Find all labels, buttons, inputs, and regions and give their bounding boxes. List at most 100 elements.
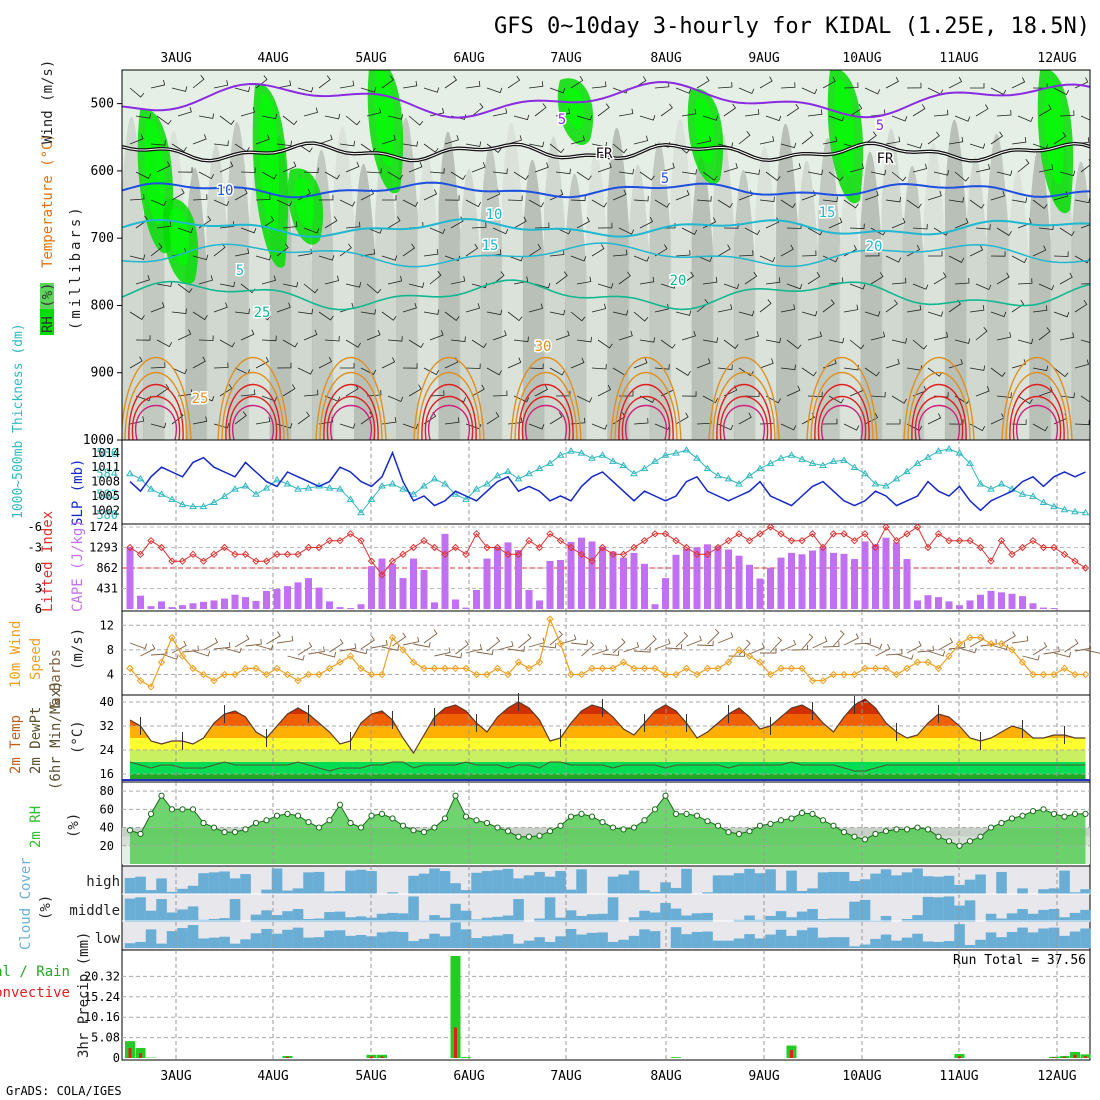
- wind-barb: [570, 357, 585, 369]
- wind-barb: [318, 311, 334, 321]
- wind10-barb: [423, 629, 438, 644]
- cloud-bar: [670, 887, 682, 894]
- cloud-bar: [492, 870, 503, 894]
- wind-barb: [150, 199, 167, 207]
- rh2m-line-point: [777, 817, 785, 824]
- wind-barb: [171, 86, 188, 92]
- rh2m-line-point: [378, 810, 386, 817]
- wind-barb: [492, 390, 508, 397]
- wind-barb: [513, 395, 530, 403]
- wind-barb: [597, 384, 612, 397]
- wind-barb: [969, 245, 984, 257]
- thickness-line-point: [556, 451, 565, 458]
- lifted-index-line-point: [210, 550, 218, 559]
- wind-barb: [408, 339, 424, 348]
- cloud-bar: [828, 918, 839, 922]
- cape-bar: [179, 605, 186, 609]
- rh2m-line-point: [546, 828, 554, 835]
- wind-barb: [360, 309, 376, 315]
- lifted-index-line-point: [157, 543, 166, 552]
- wind-barb: [849, 283, 866, 290]
- rh2m-line-point: [315, 824, 323, 831]
- wind10-line-point: [640, 664, 649, 673]
- contour-label: FR: [596, 146, 613, 162]
- wind-barb: [990, 367, 1006, 377]
- wind-barb: [339, 80, 355, 89]
- cloud-bar: [240, 939, 251, 948]
- cloud-bar: [1069, 931, 1081, 948]
- wind-barb: [696, 196, 712, 202]
- cape-bar: [462, 607, 470, 609]
- rh-moist-core: [144, 118, 165, 225]
- wind-barb: [276, 140, 292, 147]
- cape-bar: [714, 546, 722, 609]
- date-label-bottom: 3AUG: [160, 1069, 191, 1084]
- wind-barb: [933, 109, 949, 117]
- lifted-index-line-point: [178, 557, 187, 565]
- thickness-line-point: [1029, 492, 1037, 499]
- warm-contour: [323, 384, 379, 440]
- wind10-line-point: [178, 652, 187, 660]
- lifted-index-line: [126, 523, 1090, 579]
- wind-barb: [885, 358, 900, 369]
- thickness-line-point: [1039, 498, 1048, 506]
- cape-bar: [252, 600, 260, 609]
- cloud-bar: [198, 873, 209, 894]
- lifted-index-line-point: [903, 530, 911, 538]
- wind-barb: [912, 104, 926, 117]
- cape-bar: [242, 597, 249, 609]
- wind-barb: [612, 412, 626, 425]
- wind-barb: [696, 135, 712, 145]
- wind10-barb: [686, 635, 702, 647]
- rh2m-line-point: [756, 822, 764, 829]
- wind-barb: [213, 362, 229, 369]
- cloud-bar: [439, 871, 451, 894]
- wind-barb: [885, 136, 901, 145]
- cape-label: CAPE (J/kg): [70, 519, 86, 612]
- wind-barb: [570, 311, 586, 322]
- wind10-barb: [339, 643, 357, 652]
- wind-barb: [723, 162, 738, 173]
- cloud-bar: [492, 916, 503, 922]
- lifted-index-line-point: [262, 557, 271, 565]
- tick-label: 24: [100, 743, 114, 757]
- wind10-barb: [465, 644, 483, 654]
- rh2m-line-point: [767, 820, 774, 828]
- wind10-line-point: [210, 676, 218, 685]
- thickness-line-point: [892, 474, 901, 482]
- cloud-bar: [376, 932, 388, 948]
- cloud-bar: [649, 931, 661, 948]
- cape-bar: [515, 550, 522, 609]
- rh2m-line-point: [630, 824, 638, 831]
- cloud-bar: [796, 930, 808, 948]
- wind-barb: [444, 134, 459, 145]
- contour-label: 15: [819, 205, 836, 221]
- wind-barb: [177, 227, 194, 234]
- date-axis-top: 3AUG 4AUG 5AUG 6AUG 7AUG 8AUG 9AUG 10AUG 11AUG 12…: [160, 51, 1076, 66]
- wind10-barb: [455, 640, 469, 655]
- wind10-barb: [854, 638, 871, 645]
- wind-barb: [408, 162, 423, 173]
- contour-label: 10: [217, 183, 234, 199]
- cloud-bar: [481, 936, 493, 948]
- wind-barb: [402, 302, 417, 313]
- lifted-index-line-point: [220, 543, 229, 552]
- cape-bar: [420, 569, 428, 609]
- cloud-bar: [292, 909, 304, 922]
- cloud-bar: [744, 934, 755, 948]
- wind-barb: [318, 356, 333, 369]
- lifted-index-line-point: [987, 557, 995, 565]
- wind-barb: [513, 114, 530, 121]
- cape-bar: [683, 548, 690, 609]
- wind10-line-point: [483, 670, 491, 679]
- wind10-line-point: [840, 670, 848, 679]
- cloud-bar: [576, 869, 587, 894]
- tick-label: 1014: [91, 446, 120, 460]
- rh-moist-core: [259, 94, 280, 232]
- thickness-line-point: [787, 451, 796, 458]
- rh2m-line-point: [410, 827, 417, 834]
- cape-bar: [819, 547, 827, 609]
- wind10-line-point: [430, 664, 439, 673]
- cloud-bar: [838, 918, 850, 922]
- cloud-bar: [597, 913, 608, 922]
